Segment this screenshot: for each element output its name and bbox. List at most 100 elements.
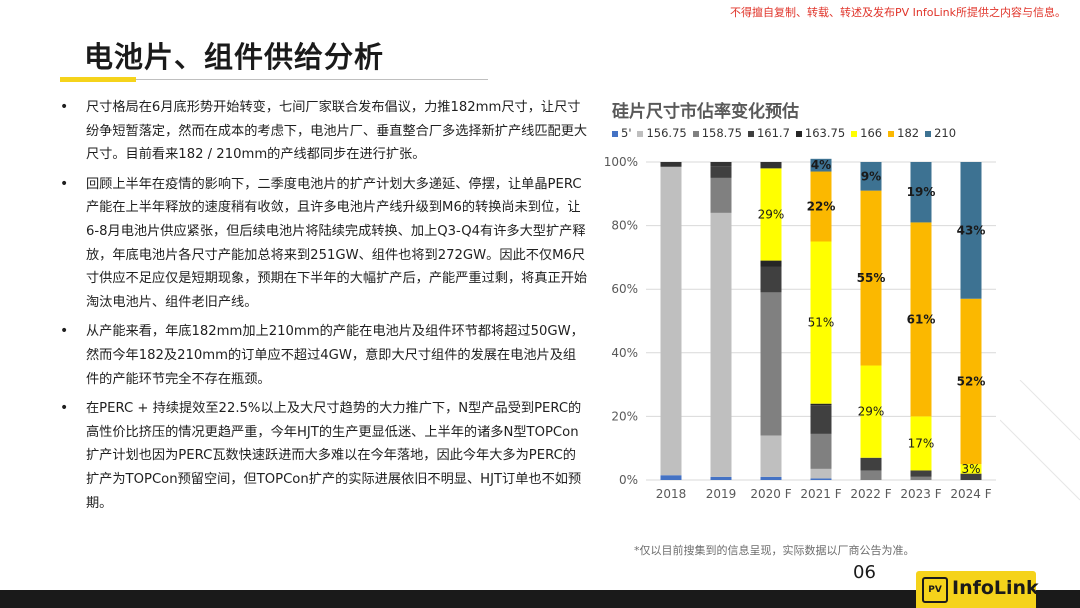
legend-swatch bbox=[888, 130, 895, 137]
legend-label: 166 bbox=[860, 126, 883, 140]
data-label: 4% bbox=[811, 158, 831, 172]
legend-item: 161.7 bbox=[747, 126, 790, 140]
bar-segment bbox=[760, 435, 782, 477]
chart-title: 硅片尺寸市佔率变化预估 bbox=[612, 102, 799, 122]
legend-item: 156.75 bbox=[637, 126, 687, 140]
bar-segment bbox=[910, 222, 932, 417]
data-label: 43% bbox=[957, 223, 986, 237]
legend-swatch bbox=[925, 130, 932, 137]
legend-item: 163.75 bbox=[795, 126, 846, 140]
y-tick-label: 60% bbox=[611, 282, 638, 296]
legend-label: 182 bbox=[897, 126, 920, 140]
y-tick-label: 40% bbox=[611, 346, 638, 360]
bar-segment bbox=[710, 212, 732, 477]
data-label: 19% bbox=[907, 185, 936, 199]
bar-segment bbox=[760, 168, 782, 261]
page-number: 06 bbox=[853, 562, 876, 583]
legend-label: 5' bbox=[621, 126, 632, 140]
bar-segment bbox=[810, 405, 832, 434]
bar-segment bbox=[760, 260, 782, 267]
x-tick-label: 2024 F bbox=[950, 487, 991, 500]
x-tick-label: 2020 F bbox=[750, 487, 791, 500]
bar-segment bbox=[960, 473, 982, 480]
title-accent-bar bbox=[60, 77, 136, 82]
bar-segment bbox=[760, 292, 782, 436]
y-tick-label: 20% bbox=[611, 409, 638, 423]
title-underline bbox=[136, 79, 488, 80]
bar-segment bbox=[810, 403, 832, 406]
bullet-text: 从产能来看，年底182mm加上210mm的产能在电池片及组件环节都将超过50GW… bbox=[86, 324, 584, 387]
data-label: 51% bbox=[808, 316, 835, 330]
legend-label: 161.7 bbox=[756, 126, 790, 140]
bar-segment bbox=[710, 166, 732, 178]
bar-segment bbox=[960, 298, 982, 465]
data-label: 3% bbox=[961, 462, 980, 476]
copyright-notice: 不得擅自复制、转载、转述及发布PV InfoLink所提供之内容与信息。 bbox=[730, 6, 1066, 19]
legend-swatch bbox=[612, 130, 618, 137]
legend-item: 210 bbox=[925, 126, 956, 140]
data-label: 17% bbox=[908, 436, 935, 450]
bullet-dot-icon: • bbox=[60, 99, 69, 115]
legend-swatch bbox=[637, 130, 644, 137]
data-label: 9% bbox=[861, 169, 881, 183]
bar-segment bbox=[810, 241, 832, 404]
bullet-item: • 回顾上半年在疫情的影响下，二季度电池片的扩产计划大多递延、停摆，让单晶PERC… bbox=[58, 173, 588, 315]
bar-segment bbox=[910, 470, 932, 477]
legend-label: 210 bbox=[934, 126, 957, 140]
legend-label: 156.75 bbox=[646, 126, 687, 140]
bullet-dot-icon: • bbox=[60, 175, 69, 192]
legend-label: 158.75 bbox=[701, 126, 742, 140]
x-tick-label: 2023 F bbox=[900, 487, 941, 500]
bar-segment bbox=[660, 162, 682, 167]
bar-segment bbox=[710, 162, 732, 167]
bullet-dot-icon: • bbox=[60, 400, 69, 417]
bar-segment bbox=[960, 162, 982, 299]
infolink-logo: PV InfoLink bbox=[916, 571, 1039, 608]
stacked-bar-chart: 0% 20% 40% 60% 80% 100% 2018 2019 2020 F 2021 F 20… bbox=[604, 155, 996, 500]
bar-segment bbox=[860, 162, 882, 191]
data-label: 29% bbox=[758, 207, 785, 221]
footer-bar bbox=[0, 590, 1080, 608]
data-label: 29% bbox=[858, 405, 885, 419]
bar-segment bbox=[660, 166, 682, 476]
legend-item: 182 bbox=[888, 126, 919, 140]
x-tick-label: 2022 F bbox=[850, 487, 891, 500]
bar-segment bbox=[860, 470, 882, 480]
bar-segment bbox=[860, 457, 882, 471]
bar-segment bbox=[810, 158, 832, 172]
bar-segment bbox=[910, 416, 932, 471]
legend-item: 166 bbox=[851, 126, 882, 140]
x-tick-label: 2018 bbox=[656, 487, 687, 500]
bar-segment bbox=[860, 190, 882, 366]
bar-segment bbox=[710, 177, 732, 213]
bar-segment bbox=[810, 171, 832, 242]
bar-segment bbox=[760, 476, 782, 480]
chart-legend: 5' 156.75 158.75 161.7 163.75 166 182 210 bbox=[612, 126, 1032, 140]
bullet-text: 尺寸格局在6月底形势开始转变，七间厂家联合发布倡议，力推182mm尺寸，让尺寸纷… bbox=[86, 100, 588, 163]
legend-item: 5' bbox=[612, 126, 631, 140]
bar-segment bbox=[860, 365, 882, 458]
legend-swatch bbox=[747, 130, 754, 137]
pv-badge-icon: PV bbox=[922, 577, 948, 603]
bar-segment bbox=[910, 162, 932, 223]
bullet-item: • 在PERC + 持续提效至22.5%以上及大尺寸趋势的大力推广下，N型产品受到… bbox=[58, 397, 588, 515]
bullet-list: • 尺寸格局在6月底形势开始转变，七间厂家联合发布倡议，力推182mm尺寸，让尺寸… bbox=[58, 96, 588, 521]
x-tick-label: 2021 F bbox=[800, 487, 841, 500]
bar-segment bbox=[810, 468, 832, 479]
legend-item: 158.75 bbox=[692, 126, 742, 140]
bar-segment bbox=[810, 433, 832, 469]
bullet-text: 在PERC + 持续提效至22.5%以上及大尺寸趋势的大力推广下，N型产品受到P… bbox=[86, 401, 582, 511]
page-title: 电池片、组件供给分析 bbox=[84, 40, 385, 74]
y-tick-label: 100% bbox=[604, 155, 638, 169]
y-tick-label: 0% bbox=[619, 473, 638, 487]
data-label: 52% bbox=[957, 374, 986, 388]
legend-swatch bbox=[692, 130, 699, 137]
decorative-lines bbox=[1000, 380, 1080, 501]
bar-segment bbox=[810, 478, 832, 480]
bullet-dot-icon: • bbox=[60, 323, 69, 340]
bar-segment bbox=[660, 475, 682, 480]
legend-label: 163.75 bbox=[804, 126, 846, 140]
logo-name: InfoLink bbox=[952, 577, 1039, 599]
bar-segment bbox=[760, 266, 782, 293]
x-tick-label: 2019 bbox=[706, 487, 737, 500]
